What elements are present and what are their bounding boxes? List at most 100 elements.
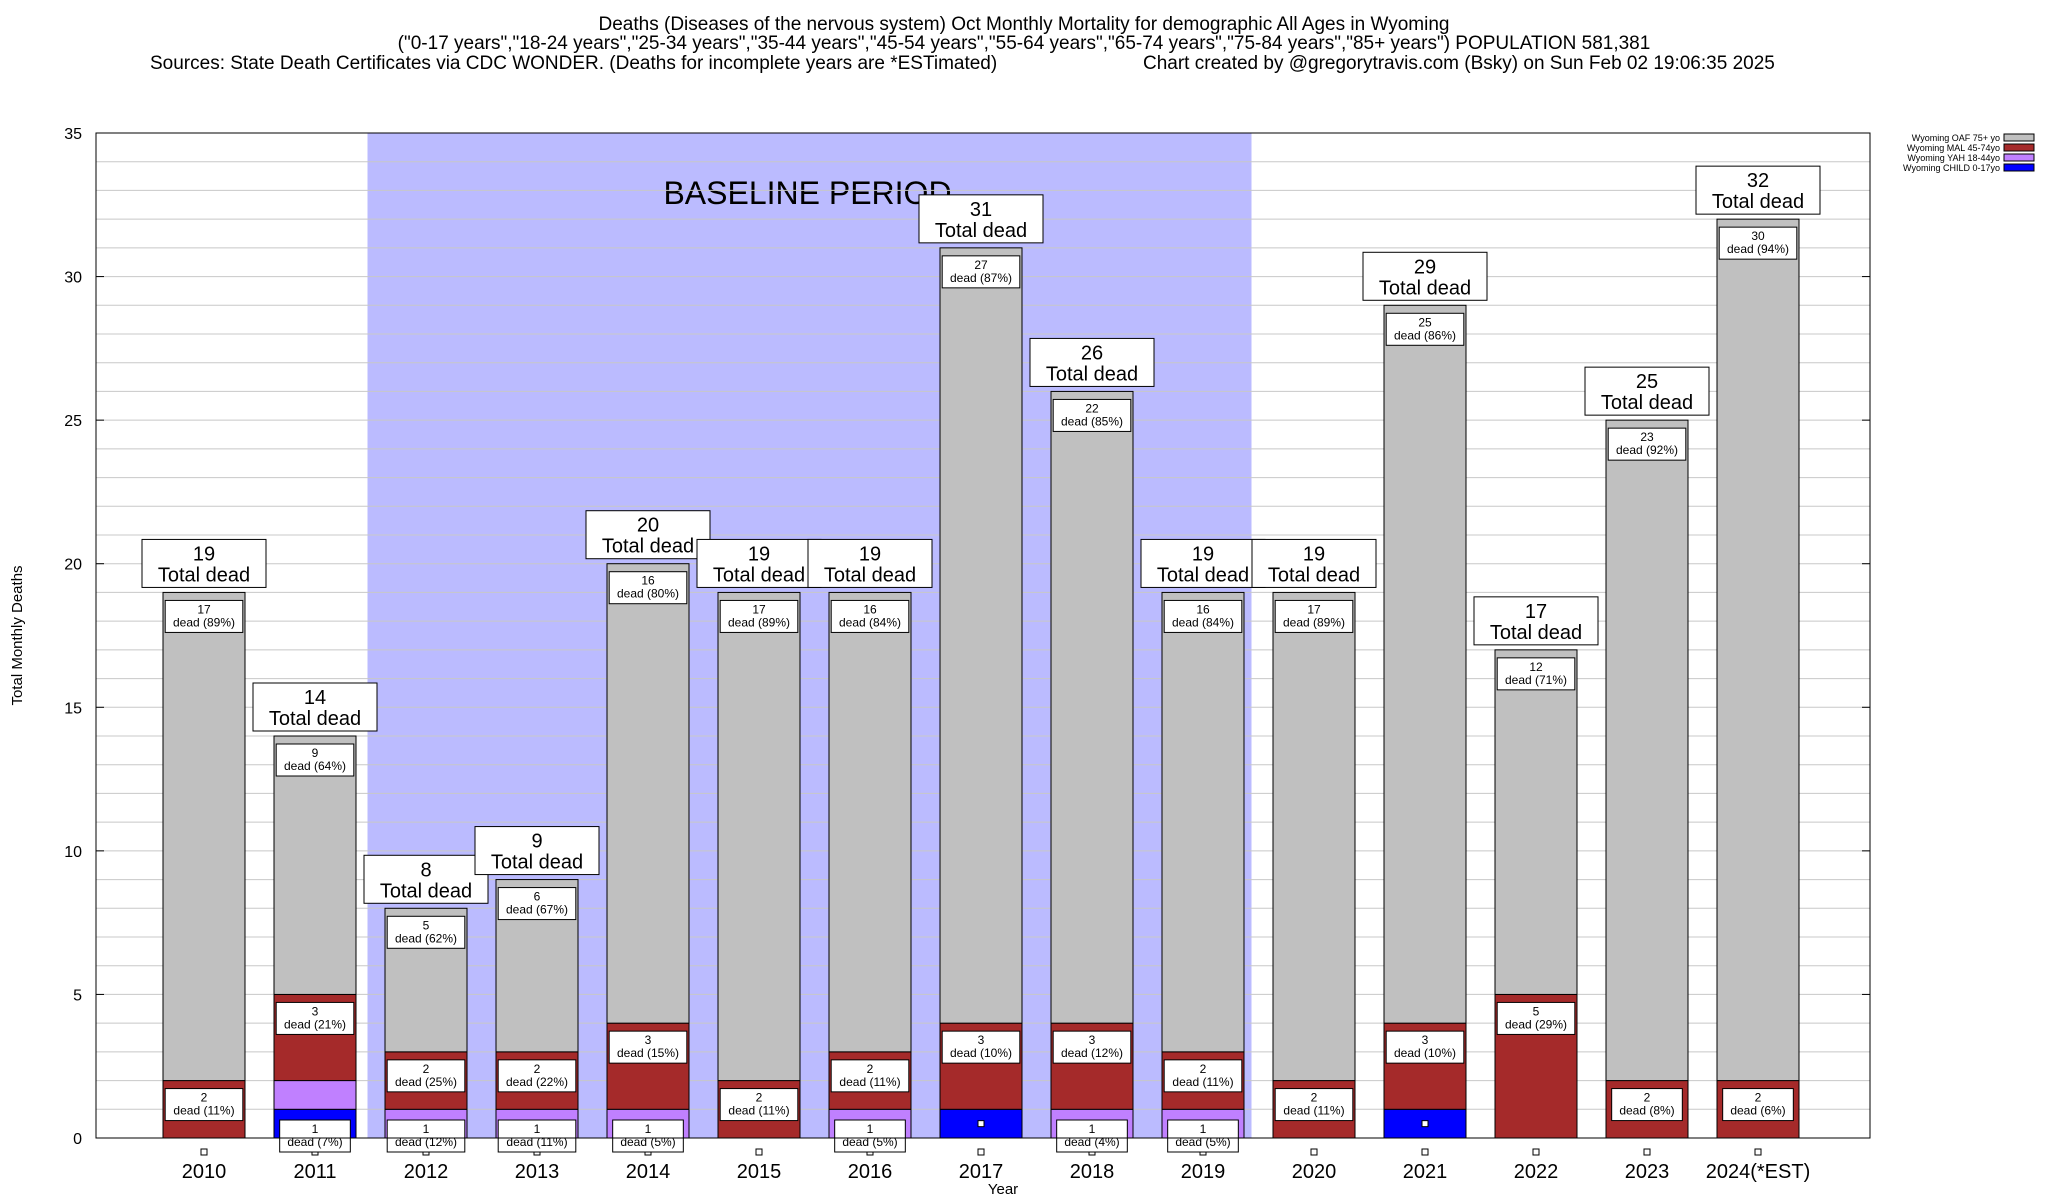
legend-swatch-mal xyxy=(2003,143,2035,152)
total-label-text: Total dead xyxy=(1601,392,1693,414)
segment-label-mal-text: dead (8%) xyxy=(1619,1104,1674,1118)
bar-marker xyxy=(755,1148,763,1156)
bar-oaf xyxy=(273,735,357,995)
legend-swatch-yah xyxy=(2003,153,2035,162)
segment-label-child-text: dead (7%) xyxy=(287,1135,342,1149)
segment-label-oaf-text: 5 xyxy=(423,918,430,932)
segment-label-oaf-text: 12 xyxy=(1529,660,1543,674)
segment-label-mal-text: 2 xyxy=(756,1091,763,1105)
segment-label-mal-box xyxy=(830,1059,910,1093)
segment-label-mal-text: dead (29%) xyxy=(1505,1017,1567,1031)
total-label-text: Total dead xyxy=(1268,564,1360,586)
segment-label-yah-text: 1 xyxy=(423,1122,430,1136)
segment-label-mal-box xyxy=(1722,1088,1794,1122)
segment-label-mal-text: dead (10%) xyxy=(950,1046,1012,1060)
x-tick-label: 2024(*EST) xyxy=(1706,1161,1811,1183)
legend-label: Wyoming YAH 18-44yo xyxy=(1907,153,2000,163)
segment-label-mal-box xyxy=(941,1030,1021,1064)
total-label-box xyxy=(1029,337,1155,387)
chart-credit: Chart created by @gregorytravis.com (Bsk… xyxy=(1143,53,1775,74)
bar-oaf xyxy=(606,563,690,1024)
y-tick-label: 20 xyxy=(64,557,82,574)
segment-label-mal-text: dead (21%) xyxy=(284,1017,346,1031)
segment-label-oaf-box xyxy=(386,915,466,949)
segment-label-mal-box xyxy=(608,1030,688,1064)
total-label-box xyxy=(363,854,489,904)
total-label-box xyxy=(1584,366,1710,416)
total-label-text: 8 xyxy=(420,859,431,881)
bar-oaf xyxy=(717,591,801,1082)
segment-label-yah-box xyxy=(1056,1119,1128,1153)
segment-label-mal-text: dead (11%) xyxy=(839,1075,900,1089)
chart-title: Deaths (Diseases of the nervous system) … xyxy=(598,14,1450,35)
segment-label-oaf-box xyxy=(1496,657,1576,691)
legend-label: Wyoming CHILD 0-17yo xyxy=(1903,163,2000,173)
total-label-text: Total dead xyxy=(1490,622,1582,644)
x-tick-label: 2021 xyxy=(1403,1161,1448,1183)
total-label-text: 19 xyxy=(1303,543,1325,565)
segment-label-yah-box xyxy=(612,1119,684,1153)
total-label-text: 9 xyxy=(531,831,542,853)
segment-label-oaf-text: dead (71%) xyxy=(1505,673,1567,687)
segment-label-mal-text: dead (25%) xyxy=(395,1075,457,1089)
segment-label-oaf-text: 27 xyxy=(974,258,988,272)
total-label-box xyxy=(1473,596,1599,646)
segment-label-yah-text: dead (5%) xyxy=(1175,1135,1230,1149)
segment-label-oaf-text: 25 xyxy=(1418,315,1432,329)
segment-label-yah-text: 1 xyxy=(867,1122,874,1136)
segment-label-mal-text: 2 xyxy=(1311,1091,1318,1105)
bar-oaf xyxy=(1272,591,1356,1082)
segment-label-mal-box xyxy=(386,1059,466,1093)
segment-label-mal-text: dead (11%) xyxy=(173,1104,234,1118)
segment-label-oaf-text: dead (87%) xyxy=(950,271,1012,285)
segment-label-mal-text: 3 xyxy=(312,1004,319,1018)
segment-label-mal-box xyxy=(1611,1088,1683,1122)
segment-label-oaf-box xyxy=(1385,312,1465,346)
segment-label-mal-text: dead (22%) xyxy=(506,1075,568,1089)
y-tick-label: 15 xyxy=(64,700,82,717)
x-tick-label: 2022 xyxy=(1514,1161,1559,1183)
segment-label-mal-box xyxy=(719,1088,799,1122)
segment-label-yah-text: dead (11%) xyxy=(506,1135,567,1149)
segment-label-yah-text: 1 xyxy=(1200,1122,1207,1136)
segment-label-oaf-box xyxy=(1718,226,1798,260)
total-label-text: 14 xyxy=(304,687,326,709)
x-tick-label: 2018 xyxy=(1070,1161,1115,1183)
segment-label-oaf-box xyxy=(608,571,688,605)
bar-oaf xyxy=(828,591,912,1053)
total-label-text: Total dead xyxy=(1712,191,1804,213)
segment-label-mal-text: 3 xyxy=(978,1033,985,1047)
total-label-text: 19 xyxy=(859,543,881,565)
total-label-text: Total dead xyxy=(1379,277,1471,299)
segment-label-yah-text: 1 xyxy=(645,1122,652,1136)
segment-label-child-box xyxy=(279,1119,351,1153)
segment-label-mal-box xyxy=(164,1088,244,1122)
y-tick-label: 25 xyxy=(64,413,82,430)
segment-label-mal-box xyxy=(1274,1088,1354,1122)
y-tick-label: 0 xyxy=(73,1131,82,1148)
bar-oaf xyxy=(1716,218,1800,1082)
total-label-text: 25 xyxy=(1636,371,1658,393)
